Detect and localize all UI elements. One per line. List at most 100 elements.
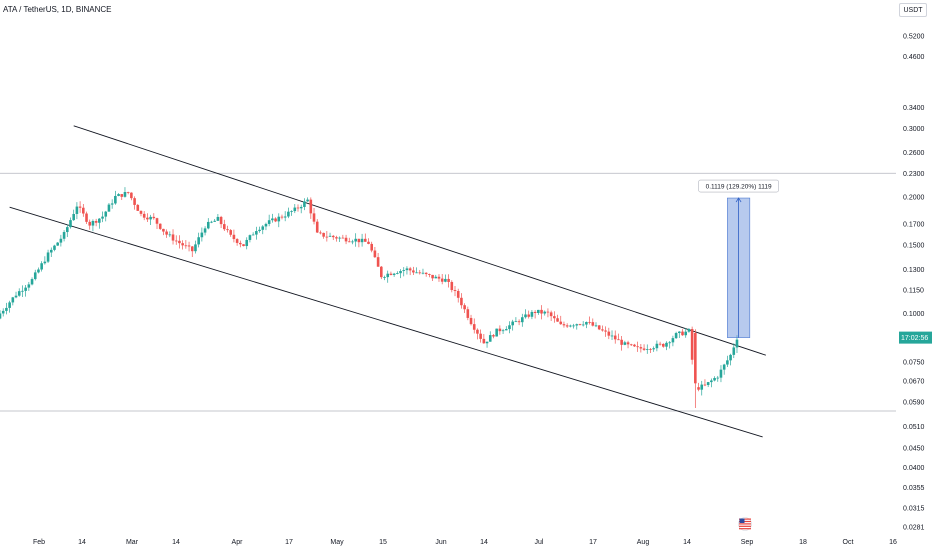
candle-body [299,206,303,209]
candle-body [280,216,284,218]
candle-body [597,325,601,330]
candle-body [524,314,527,318]
candle-layer [0,187,739,408]
candle-body [354,238,357,242]
candle [703,379,707,387]
candle-body [469,317,473,325]
candle-body [331,235,335,238]
candle-body [508,325,511,330]
candle-body [540,309,543,314]
grid-layer [0,172,896,412]
candle-body [315,221,319,233]
candle [700,380,704,396]
candle-body [296,207,300,209]
candle [110,199,114,209]
candle [155,217,159,229]
candle [546,308,550,318]
candle-body [581,324,585,326]
candle [306,197,309,202]
time-tick-label: Mar [126,539,139,546]
price-tick-label: 0.4600 [903,54,925,61]
candle [251,232,255,236]
time-tick-label: 14 [172,539,180,546]
candle-body [713,378,716,381]
candle-body [578,324,582,325]
candle [184,240,188,249]
candle [232,229,236,243]
candle-body [726,360,729,365]
candle-body [700,384,704,390]
candle-body [610,335,614,337]
candle [136,203,140,211]
price-tick-label: 0.5200 [903,34,925,41]
candle-body [37,269,40,273]
candle [562,321,566,328]
candle [594,322,598,328]
candle [133,196,136,210]
candle-body [527,314,531,317]
candle-body [370,243,373,251]
candle-body [251,234,255,236]
candle [120,193,124,201]
trendline-lower [9,206,763,438]
candle-body [687,329,691,332]
candle [235,238,239,246]
candle-body [174,240,178,242]
candle [463,303,466,314]
candle [729,353,732,366]
price-tick-label: 0.2600 [903,150,925,157]
candle-body [476,329,479,334]
candle-body [248,235,252,240]
candle-body [639,347,643,349]
price-tick-label: 0.0450 [903,445,925,452]
currency-button[interactable]: USDT [899,3,927,17]
us-flag-icon [738,517,752,531]
candle-body [197,237,200,245]
candle-body [65,227,69,233]
candle-body [1,310,5,314]
candle [469,314,473,326]
candle [24,285,27,297]
candle-body [152,216,156,219]
candle [585,321,588,329]
candle [620,336,623,351]
candle-body [184,245,188,247]
candle [290,210,293,216]
candle [678,331,681,338]
candle [146,213,149,223]
candle-body [412,270,415,273]
candle-body [341,237,345,239]
price-tick-label: 0.0281 [903,525,925,532]
candle [258,226,261,233]
candle [229,229,233,237]
candle [206,218,210,230]
candle-body [613,335,617,340]
candle-body [146,217,149,220]
candle [242,244,245,247]
candle [5,302,8,315]
candle [277,213,281,228]
candle-body [716,377,720,379]
candle-body [24,287,27,291]
candle [521,313,524,327]
candle-body [681,331,684,336]
candle [187,241,191,252]
candle-body [123,191,127,197]
candle-body [210,221,213,223]
flag-stripe [739,528,751,530]
candle-body [556,318,559,322]
candle [226,225,229,233]
candle-body [30,279,34,285]
price-tick-label: 0.0315 [903,505,925,512]
candle [553,311,556,323]
candle-body [588,321,591,323]
flag-stripe [739,520,751,523]
candle-body [33,272,37,280]
candle [508,321,511,334]
candle-body [78,206,82,208]
candle-body [504,329,508,331]
candle-body [283,216,287,218]
candle-body [729,354,732,361]
